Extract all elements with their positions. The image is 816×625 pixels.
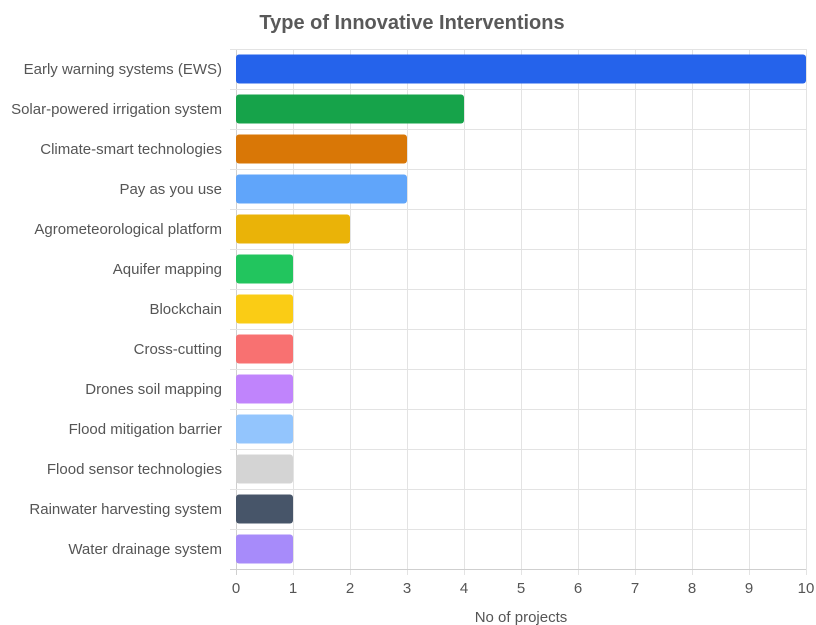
bar bbox=[236, 54, 806, 84]
category-label: Drones soil mapping bbox=[85, 381, 222, 398]
category-labels: Early warning systems (EWS) Solar-powered… bbox=[11, 61, 222, 558]
x-tick-label: 6 bbox=[574, 580, 582, 597]
category-label: Aquifer mapping bbox=[113, 261, 222, 278]
bar bbox=[236, 214, 350, 244]
category-label: Blockchain bbox=[149, 301, 222, 318]
bar bbox=[236, 454, 293, 484]
category-label: Water drainage system bbox=[68, 541, 222, 558]
category-label: Pay as you use bbox=[119, 181, 222, 198]
bars bbox=[236, 54, 806, 564]
category-label: Climate-smart technologies bbox=[40, 141, 222, 158]
x-tick-label: 5 bbox=[517, 580, 525, 597]
category-label: Rainwater harvesting system bbox=[29, 501, 222, 518]
x-axis-title: No of projects bbox=[475, 609, 568, 625]
x-tick-label: 10 bbox=[798, 580, 815, 597]
category-label: Flood sensor technologies bbox=[47, 461, 222, 478]
category-label: Flood mitigation barrier bbox=[69, 421, 222, 438]
category-label: Solar-powered irrigation system bbox=[11, 101, 222, 118]
category-label: Agrometeorological platform bbox=[34, 221, 222, 238]
bar bbox=[236, 294, 293, 324]
bar bbox=[236, 534, 293, 564]
bar bbox=[236, 174, 407, 204]
bar bbox=[236, 374, 293, 404]
x-tick-label: 7 bbox=[631, 580, 639, 597]
bar bbox=[236, 334, 293, 364]
bar bbox=[236, 494, 293, 524]
x-tick-label: 0 bbox=[232, 580, 240, 597]
grid bbox=[230, 49, 807, 575]
bar bbox=[236, 254, 293, 284]
category-label: Cross-cutting bbox=[134, 341, 222, 358]
chart-title: Type of Innovative Interventions bbox=[259, 12, 564, 34]
x-tick-label: 1 bbox=[289, 580, 297, 597]
x-tick-label: 8 bbox=[688, 580, 696, 597]
x-tick-label: 3 bbox=[403, 580, 411, 597]
x-tick-label: 9 bbox=[745, 580, 753, 597]
x-axis-ticks: 0 1 2 3 4 5 6 7 8 9 10 bbox=[232, 580, 815, 597]
x-tick-label: 2 bbox=[346, 580, 354, 597]
bar bbox=[236, 414, 293, 444]
bar bbox=[236, 134, 407, 164]
category-label: Early warning systems (EWS) bbox=[24, 61, 222, 78]
x-tick-label: 4 bbox=[460, 580, 468, 597]
bar bbox=[236, 94, 464, 124]
